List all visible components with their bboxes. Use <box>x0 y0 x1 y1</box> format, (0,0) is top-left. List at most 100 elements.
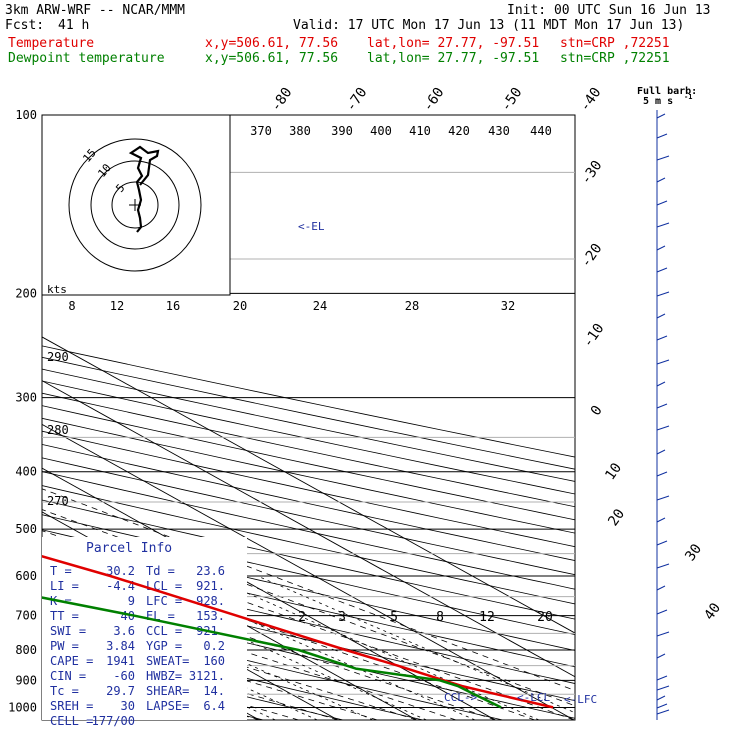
level-annotations: <-EL <-LCL <-LFC CCL-> <box>298 220 597 706</box>
wind-barb <box>656 609 668 615</box>
mixing-ratio-label: 5 <box>390 610 398 625</box>
parcel-param-label: LCL = <box>146 579 182 593</box>
wind-barb <box>656 585 666 591</box>
parcel-param-label: YGP = <box>146 639 182 653</box>
parcel-param-value: 1941 <box>106 654 135 668</box>
temperature-tick-labels: -80 -70 -60 -50 -40 -30 -20 -10 0 10 20 30 40 <box>268 85 724 623</box>
temperature-tick-label: 40 <box>701 600 724 623</box>
parcel-param-label: LI = <box>50 579 79 593</box>
mixing-ratio-label: 8 <box>436 610 444 625</box>
wind-barb <box>656 653 666 659</box>
lfc-label: <-LFC <box>564 693 597 706</box>
pressure-label: 200 <box>15 286 37 300</box>
wind-barb <box>656 245 666 251</box>
temperature-tick-label: -40 <box>577 85 605 115</box>
parcel-param-value: 3.6 <box>113 624 135 638</box>
hodograph-speed-label: 8 <box>68 299 75 313</box>
parcel-param-value: 160 <box>203 654 225 668</box>
forecast-hour: 41 h <box>58 18 90 33</box>
parcel-param-value: 3.84 <box>106 639 135 653</box>
mixing-ratio-label: 2 <box>298 610 306 625</box>
wind-barb <box>656 267 668 273</box>
parcel-param-value: 30.2 <box>106 564 135 578</box>
isotherm-line <box>42 467 496 720</box>
parcel-param-value: 177/00 <box>92 714 135 728</box>
parcel-param-label: CAPE = <box>50 654 93 668</box>
moist-adiabat <box>42 488 575 692</box>
mixing-ratio-line <box>257 575 575 714</box>
temperature-latlon: lat,lon= 27.77, -97.51 <box>367 36 540 51</box>
mixing-ratio-line <box>208 575 540 720</box>
parcel-param-value: 921. <box>196 579 225 593</box>
parcel-param-label: T = <box>50 564 72 578</box>
parcel-param-value: 6.4 <box>203 699 225 713</box>
hodograph-speed-label: 16 <box>166 299 180 313</box>
temperature-tick-label: 0 <box>588 403 606 419</box>
hodograph-speed-label: 32 <box>501 299 515 313</box>
mixing-ratio-label: 3 <box>338 610 346 625</box>
wind-barb <box>656 709 670 715</box>
hodograph-speed-labels: 8 12 16 20 24 28 32 <box>68 299 515 313</box>
parcel-param-value: 0.2 <box>203 639 225 653</box>
pressure-labels: 100 200 300 400 500 600 700 800 900 1000 <box>8 108 37 714</box>
isotherm-line <box>42 380 575 678</box>
hodograph-ring <box>111 181 159 229</box>
temperature-legend: Temperature <box>8 36 95 51</box>
dry-adiabat <box>42 471 575 590</box>
dewpoint-line <box>42 596 502 709</box>
temperature-station: stn=CRP ,72251 <box>560 36 670 51</box>
temperature-tick-label: -20 <box>578 241 606 271</box>
theta-e-label: 390 <box>331 124 353 138</box>
temperature-tick-label: 10 <box>602 460 625 483</box>
hodograph-trace <box>128 145 160 233</box>
theta-e-label: 420 <box>448 124 470 138</box>
theta-e-label: 440 <box>530 124 552 138</box>
pressure-label: 800 <box>15 643 37 657</box>
wind-barb <box>656 222 670 228</box>
sounding-series <box>42 555 554 709</box>
parcel-param-label: LFC = <box>146 594 182 608</box>
theta-e-labels: 370 380 390 400 410 420 430 440 <box>250 124 552 138</box>
dewpoint-xy: x,y=506.61, 77.56 <box>205 51 339 66</box>
parcel-param-label: TT = <box>50 609 79 623</box>
isotherm-line <box>42 336 575 634</box>
temperature-tick-label: -80 <box>268 85 296 115</box>
pressure-label: 100 <box>15 108 37 122</box>
dry-adiabat <box>42 457 575 576</box>
hodograph-speed-label: 20 <box>233 299 247 313</box>
model-title: 3km ARW-WRF -- NCAR/MMM <box>5 3 186 18</box>
theta-e-label: 410 <box>409 124 431 138</box>
parcel-param-value: 29.7 <box>106 684 135 698</box>
wind-barb <box>656 517 666 523</box>
dry-adiabat <box>42 593 575 719</box>
parcel-param-label: CELL = <box>50 714 93 728</box>
wind-barb <box>656 359 670 365</box>
temperature-xy: x,y=506.61, 77.56 <box>205 36 339 51</box>
dewpoint-latlon: lat,lon= 27.77, -97.51 <box>367 51 540 66</box>
temperature-tick-label: 20 <box>605 506 628 529</box>
temperature-tick-label: -60 <box>420 85 448 115</box>
wind-key-exponent: -1 <box>684 93 692 101</box>
parcel-info-title: Parcel Info <box>86 541 172 556</box>
parcel-param-value: 14. <box>203 684 225 698</box>
mixing-ratio-label: 20 <box>537 610 553 625</box>
dry-adiabat <box>0 115 24 720</box>
wind-key-title: Full barb: <box>637 86 697 97</box>
parcel-param-label: SWEAT= <box>146 654 189 668</box>
temperature-tick-label: -30 <box>578 158 606 188</box>
wind-barb <box>656 703 668 709</box>
parcel-param-label: Tc = <box>50 684 79 698</box>
wind-barb <box>656 403 668 409</box>
dry-adiabat <box>42 345 575 458</box>
wind-barb <box>656 133 668 139</box>
wind-barb <box>656 200 668 206</box>
mixing-ratio-labels: 2 3 5 8 12 20 <box>298 610 553 625</box>
moist-adiabat <box>42 606 417 720</box>
wind-barb <box>656 695 666 701</box>
parcel-param-label: LAPSE= <box>146 699 189 713</box>
wind-barb <box>656 425 670 431</box>
hodograph-ring <box>90 160 180 250</box>
wind-barb <box>656 563 670 569</box>
